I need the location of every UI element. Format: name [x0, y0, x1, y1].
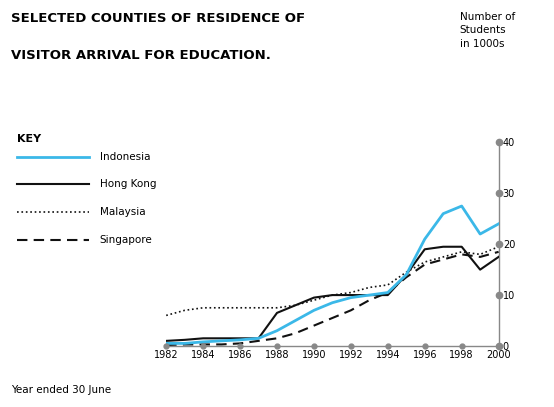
Text: Year ended 30 June: Year ended 30 June	[11, 385, 111, 395]
Text: Malaysia: Malaysia	[100, 207, 145, 217]
Text: Indonesia: Indonesia	[100, 152, 150, 162]
Text: Hong Kong: Hong Kong	[100, 179, 156, 189]
Text: Number of
Students
in 1000s: Number of Students in 1000s	[460, 12, 515, 48]
Text: VISITOR ARRIVAL FOR EDUCATION.: VISITOR ARRIVAL FOR EDUCATION.	[11, 49, 271, 62]
Text: KEY: KEY	[17, 134, 41, 144]
Text: SELECTED COUNTIES OF RESIDENCE OF: SELECTED COUNTIES OF RESIDENCE OF	[11, 12, 305, 25]
Text: Singapore: Singapore	[100, 235, 152, 245]
